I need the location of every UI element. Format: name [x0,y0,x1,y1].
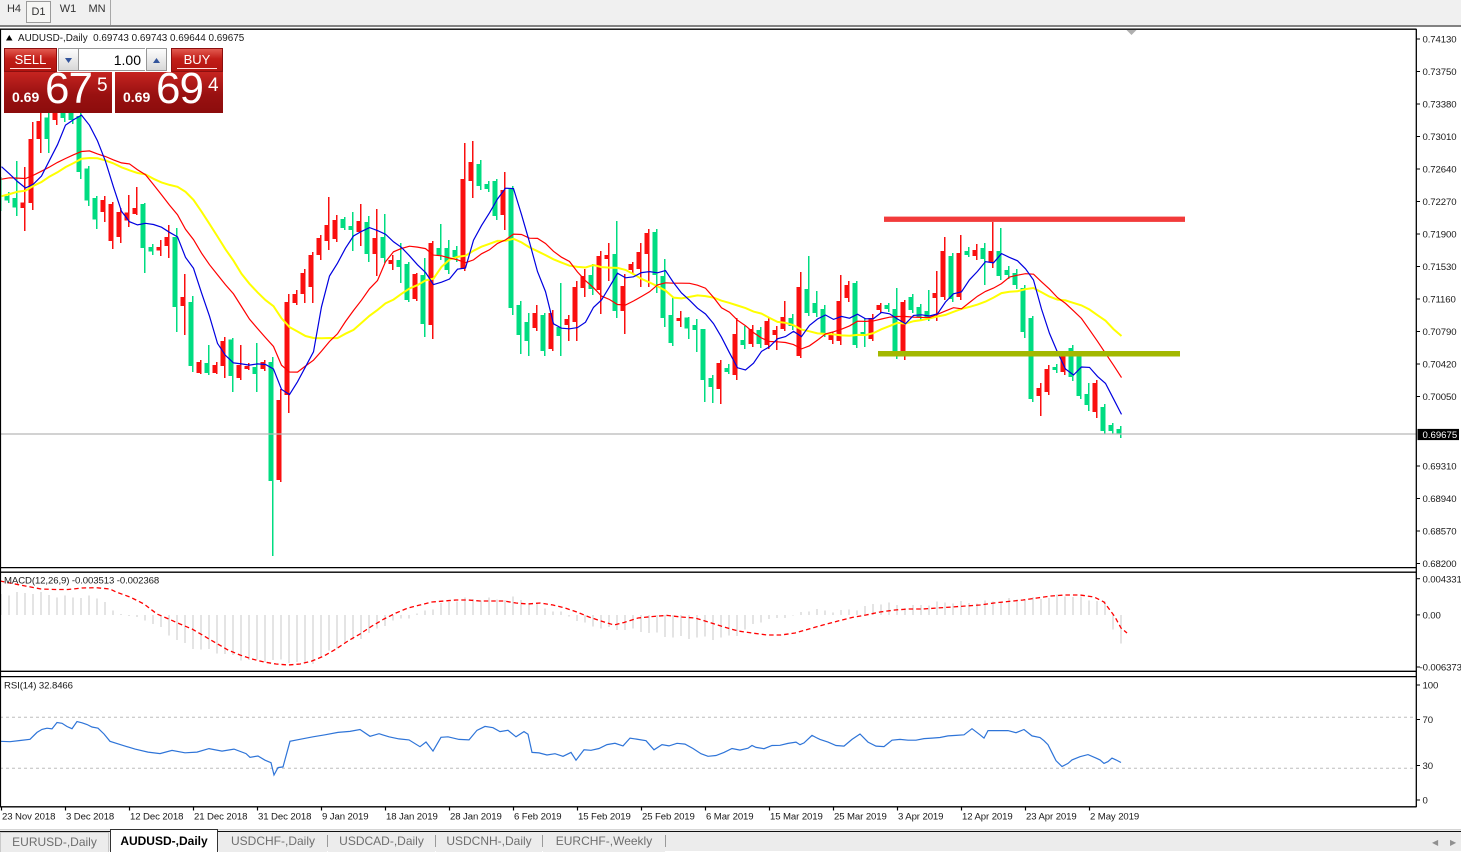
svg-text:0.72640: 0.72640 [1423,165,1457,176]
svg-text:0.71900: 0.71900 [1423,230,1457,241]
svg-text:0.68570: 0.68570 [1423,527,1457,538]
svg-text:12 Apr 2019: 12 Apr 2019 [962,812,1013,823]
svg-text:21 Dec 2018: 21 Dec 2018 [194,812,247,823]
svg-text:15 Mar 2019: 15 Mar 2019 [770,812,823,823]
svg-text:3 Apr 2019: 3 Apr 2019 [898,812,943,823]
svg-text:9 Jan 2019: 9 Jan 2019 [322,812,368,823]
svg-text:0.70420: 0.70420 [1423,360,1457,371]
svg-text:3 Dec 2018: 3 Dec 2018 [66,812,114,823]
svg-text:0.69310: 0.69310 [1423,462,1457,473]
svg-text:2 May 2019: 2 May 2019 [1090,812,1139,823]
svg-text:0.73380: 0.73380 [1423,100,1457,111]
svg-text:0.71530: 0.71530 [1423,262,1457,273]
svg-text:0.70050: 0.70050 [1423,392,1457,403]
svg-text:0.004331: 0.004331 [1423,574,1461,585]
svg-text:RSI(14) 32.8466: RSI(14) 32.8466 [4,681,73,692]
svg-text:0.73750: 0.73750 [1423,67,1457,78]
svg-text:28 Jan 2019: 28 Jan 2019 [450,812,502,823]
svg-text:25 Mar 2019: 25 Mar 2019 [834,812,887,823]
svg-text:0.68940: 0.68940 [1423,494,1457,505]
svg-text:23 Apr 2019: 23 Apr 2019 [1026,812,1077,823]
svg-text:0.72270: 0.72270 [1423,197,1457,208]
svg-text:0.00: 0.00 [1423,611,1441,622]
svg-text:0.68200: 0.68200 [1423,559,1457,570]
svg-text:6 Feb 2019: 6 Feb 2019 [514,812,562,823]
svg-text:30: 30 [1423,761,1433,772]
svg-text:70: 70 [1423,715,1433,726]
svg-text:6 Mar 2019: 6 Mar 2019 [706,812,754,823]
svg-text:AUDUSD-,Daily 0.69743 0.69743: AUDUSD-,Daily 0.69743 0.69743 0.69644 0.… [18,33,245,44]
svg-text:12 Dec 2018: 12 Dec 2018 [130,812,183,823]
svg-text:23 Nov 2018: 23 Nov 2018 [2,812,55,823]
svg-text:0.73010: 0.73010 [1423,132,1457,143]
svg-text:0: 0 [1423,796,1428,807]
svg-text:0.74130: 0.74130 [1423,35,1457,46]
svg-text:0.70790: 0.70790 [1423,327,1457,338]
svg-text:31 Dec 2018: 31 Dec 2018 [258,812,311,823]
svg-text:25 Feb 2019: 25 Feb 2019 [642,812,695,823]
svg-text:100: 100 [1423,681,1439,692]
svg-text:15 Feb 2019: 15 Feb 2019 [578,812,631,823]
svg-text:-0.006373: -0.006373 [1420,663,1461,674]
svg-text:0.71160: 0.71160 [1423,295,1456,306]
svg-text:MACD(12,26,9) -0.003513 -0.002: MACD(12,26,9) -0.003513 -0.002368 [4,576,159,587]
svg-text:0.69675: 0.69675 [1423,430,1458,441]
svg-text:18 Jan 2019: 18 Jan 2019 [386,812,438,823]
